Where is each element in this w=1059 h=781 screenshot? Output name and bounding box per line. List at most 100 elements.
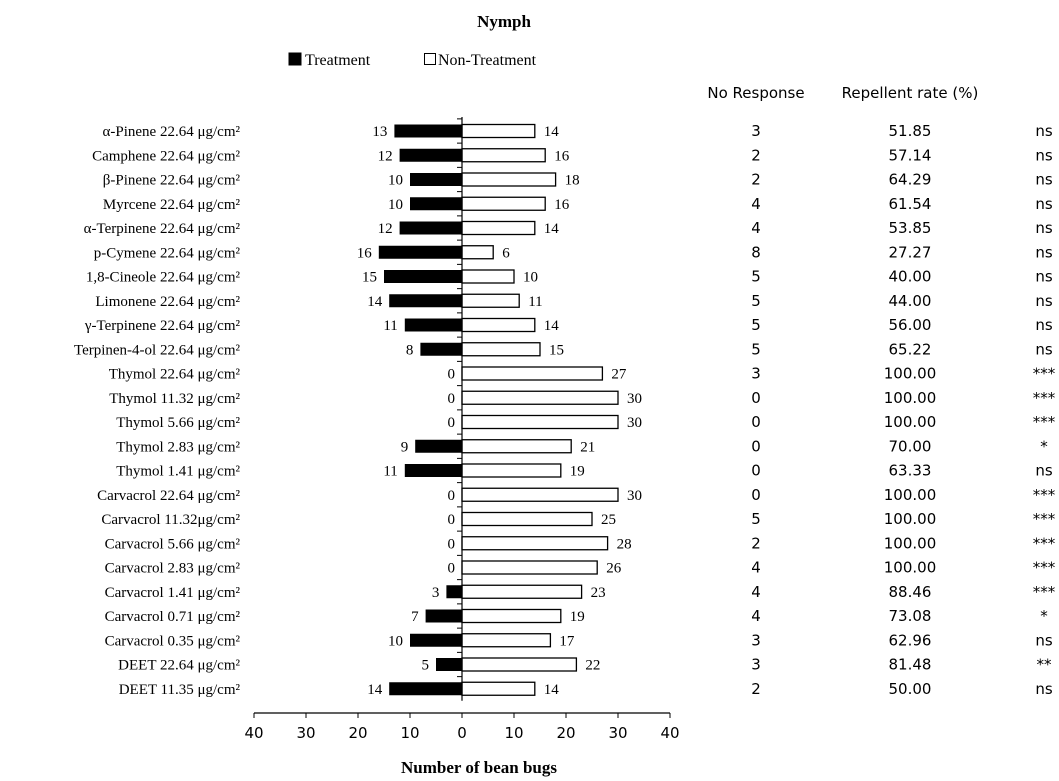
no-response-value: 4 [751,583,761,601]
repellent-rate-value: 44.00 [889,292,932,310]
repellent-rate-value: 51.85 [889,122,932,140]
row-label: Terpinen-4-ol 22.64 μg/cm² [74,342,241,358]
repellent-rate-value: 57.14 [889,146,932,164]
treatment-value-label: 0 [448,536,456,552]
treatment-bar [446,585,462,599]
non-treatment-value-label: 19 [570,609,585,625]
no-response-value: 5 [751,292,761,310]
non-treatment-value-label: 10 [523,270,538,286]
non-treatment-bar [461,366,604,381]
non-treatment-value-label: 11 [528,294,542,310]
treatment-value-label: 0 [448,561,456,577]
treatment-value-label: 8 [406,342,414,358]
significance-value: *** [1033,559,1056,577]
repellent-rate-value: 62.96 [889,631,932,649]
significance-value: *** [1033,510,1056,528]
repellent-rate-value: 63.33 [889,462,932,480]
significance-value: ns [1035,680,1053,698]
treatment-value-label: 10 [388,197,403,213]
significance-value: ns [1035,146,1053,164]
non-treatment-bar [461,560,598,575]
non-treatment-value-label: 27 [611,367,627,383]
non-treatment-bar [461,390,619,405]
repellent-rate-value: 100.00 [884,534,937,552]
repellent-rate-value: 100.00 [884,510,937,528]
non-treatment-value-label: 6 [502,245,510,261]
significance-value: ns [1035,340,1053,358]
chart-row: Thymol 2.83 μg/cm² 9 21 0 70.00 * [116,437,1048,455]
repellent-rate-value: 64.29 [889,171,932,189]
non-treatment-bar [461,342,541,357]
no-response-header: No Response [707,84,804,102]
treatment-bar [399,148,462,162]
row-label: Thymol 22.64 μg/cm² [109,367,241,383]
no-response-value: 3 [751,365,761,383]
non-treatment-value-label: 25 [601,512,616,528]
row-label: Carvacrol 5.66 μg/cm² [105,536,241,552]
significance-value: ns [1035,122,1053,140]
treatment-bar [410,173,462,186]
chart-row: Thymol 11.32 μg/cm² 0 30 0 100.00 *** [109,389,1055,407]
treatment-value-label: 11 [383,464,397,480]
treatment-bar [394,124,462,138]
chart-row: DEET 11.35 μg/cm² 14 14 2 50.00 ns [119,680,1053,698]
treatment-bar [404,318,462,332]
chart-row: α-Pinene 22.64 μg/cm² 13 14 3 51.85 ns [103,122,1053,140]
non-treatment-value-label: 19 [570,464,585,480]
significance-value: *** [1033,583,1056,601]
non-treatment-value-label: 14 [544,682,560,698]
legend-treatment-swatch [288,52,302,66]
treatment-value-label: 0 [448,367,456,383]
repellent-rate-value: 40.00 [889,268,932,286]
non-treatment-bar [461,657,578,672]
repellent-rate-value: 53.85 [889,219,932,237]
no-response-value: 0 [751,389,761,407]
x-tick-label: 40 [244,724,263,742]
significance-value: *** [1033,534,1056,552]
repellent-rate-value: 27.27 [889,243,932,261]
non-treatment-bar [461,536,609,551]
significance-value: ns [1035,292,1053,310]
no-response-value: 5 [751,510,761,528]
non-treatment-bar [461,608,562,624]
chart-row: Terpinen-4-ol 22.64 μg/cm² 8 15 5 65.22 ns [74,340,1053,358]
row-label: Thymol 2.83 μg/cm² [116,439,240,455]
significance-value: *** [1033,413,1056,431]
repellent-rate-value: 50.00 [889,680,932,698]
x-tick-label: 40 [660,724,679,742]
treatment-value-label: 14 [367,294,383,310]
non-treatment-bar [461,245,494,260]
x-tick-label: 20 [348,724,367,742]
row-label: p-Cymene 22.64 μg/cm² [94,245,241,261]
x-tick-label: 10 [504,724,523,742]
chart-row: Carvacrol 5.66 μg/cm² 0 28 2 100.00 *** [105,534,1056,552]
repellent-rate-value: 56.00 [889,316,932,334]
non-treatment-value-label: 21 [580,439,595,455]
non-treatment-value-label: 14 [544,318,560,334]
x-tick-label: 0 [457,724,467,742]
no-response-value: 2 [751,146,761,164]
treatment-value-label: 0 [448,391,456,407]
row-label: 1,8-Cineole 22.64 μg/cm² [86,270,241,286]
non-treatment-bar [461,293,520,308]
chart-row: Camphene 22.64 μg/cm² 12 16 2 57.14 ns [92,146,1053,164]
non-treatment-bar [461,681,536,696]
non-treatment-bar [461,123,536,139]
chart-rows: α-Pinene 22.64 μg/cm² 13 14 3 51.85 nsCamphen… [74,122,1056,698]
non-treatment-bar [461,196,546,211]
non-treatment-value-label: 26 [606,561,622,577]
legend: Treatment Non-Treatment [288,52,537,69]
repellent-rate-value: 88.46 [889,583,932,601]
legend-non-treatment-swatch [424,53,436,65]
x-tick-label: 30 [296,724,315,742]
chart-row: Limonene 22.64 μg/cm² 14 11 5 44.00 ns [95,292,1052,310]
row-label: β-Pinene 22.64 μg/cm² [103,173,241,189]
no-response-value: 8 [751,243,761,261]
row-label: Carvacrol 2.83 μg/cm² [105,561,241,577]
non-treatment-value-label: 16 [554,197,570,213]
significance-value: *** [1033,365,1056,383]
row-label: Carvacrol 0.71 μg/cm² [105,609,241,625]
treatment-value-label: 0 [448,488,456,504]
no-response-value: 5 [751,316,761,334]
chart-row: Carvacrol 1.41 μg/cm² 3 23 4 88.46 *** [105,583,1056,601]
